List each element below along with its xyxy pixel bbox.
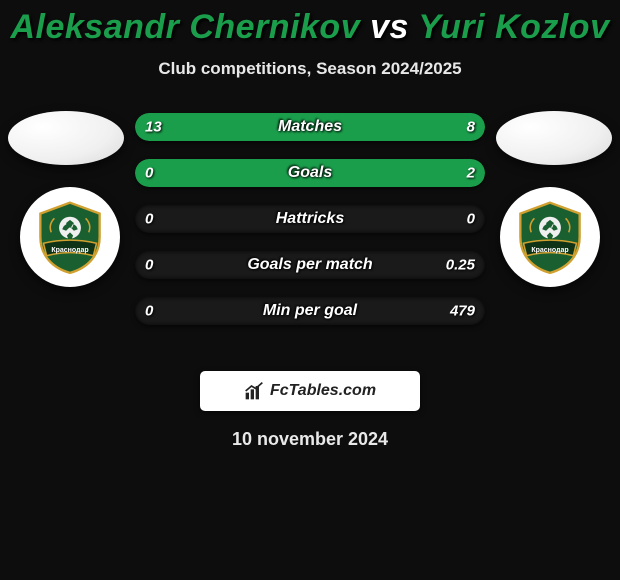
brand-text: FcTables.com bbox=[270, 382, 376, 400]
bar-seg-b bbox=[198, 159, 485, 187]
brand-badge: FcTables.com bbox=[200, 371, 420, 411]
stat-label: Hattricks bbox=[135, 210, 485, 228]
stat-label: Min per goal bbox=[135, 302, 485, 320]
page-title: Aleksandr Chernikov vs Yuri Kozlov bbox=[0, 8, 620, 47]
stat-row: Matches138 bbox=[135, 113, 485, 141]
stat-row: Min per goal0 479 bbox=[135, 297, 485, 325]
stat-value-a: 0 bbox=[145, 257, 153, 274]
svg-text:Краснодар: Краснодар bbox=[51, 247, 88, 254]
bar-chart-icon bbox=[244, 381, 264, 401]
club-logo-icon: Краснодар bbox=[511, 198, 589, 276]
stat-value-b: 0.25 bbox=[446, 257, 475, 274]
title-player-b: Yuri Kozlov bbox=[418, 8, 609, 46]
stat-row: Goals per match0 0.25 bbox=[135, 251, 485, 279]
bar-seg-a bbox=[135, 113, 352, 141]
stat-value-b: 0 bbox=[467, 211, 475, 228]
stat-label: Goals per match bbox=[135, 256, 485, 274]
stat-value-a: 0 bbox=[145, 211, 153, 228]
stat-row: Goals02 bbox=[135, 159, 485, 187]
stat-value-a: 0 bbox=[145, 303, 153, 320]
title-vs: vs bbox=[370, 8, 409, 46]
date: 10 november 2024 bbox=[0, 429, 620, 450]
stat-row: Hattricks0 0 bbox=[135, 205, 485, 233]
portrait-b bbox=[496, 111, 612, 165]
portrait-a bbox=[8, 111, 124, 165]
club-badge-b: Краснодар bbox=[500, 187, 600, 287]
stat-value-b: 479 bbox=[450, 303, 475, 320]
bar-seg-b bbox=[352, 113, 485, 141]
bar-seg-a bbox=[135, 159, 198, 187]
svg-text:Краснодар: Краснодар bbox=[531, 247, 568, 254]
root: Aleksandr Chernikov vs Yuri Kozlov Club … bbox=[0, 0, 620, 450]
subtitle: Club competitions, Season 2024/2025 bbox=[0, 59, 620, 79]
stat-rows: Matches138Goals02Hattricks00Goals per ma… bbox=[135, 113, 485, 343]
club-badge-a: Краснодар bbox=[20, 187, 120, 287]
club-logo-icon: Краснодар bbox=[31, 198, 109, 276]
comparison-stage: Краснодар Краснодар Matches138 Goals02 Hat… bbox=[0, 111, 620, 371]
title-player-a: Aleksandr Chernikov bbox=[10, 8, 360, 46]
